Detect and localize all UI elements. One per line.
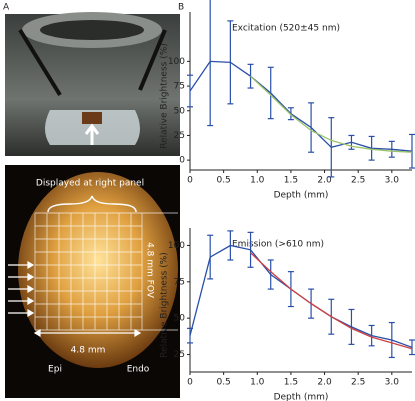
y-tick-label: 25: [174, 131, 185, 141]
panel-label: A: [3, 3, 10, 13]
error-bar: [388, 140, 395, 158]
x-tick-label: 0.5: [216, 176, 230, 186]
x-tick-label: 1.0: [250, 378, 265, 388]
error-bar: [187, 74, 193, 108]
photo-label: Epi: [48, 365, 62, 375]
y-tick-label: 25: [174, 350, 185, 360]
x-tick-label: 1.5: [284, 378, 298, 388]
error-bar: [267, 259, 274, 290]
series-line: [189, 60, 413, 152]
series-line: [250, 252, 413, 350]
error-bar: [409, 133, 415, 169]
photo-label: Displayed at right panel: [36, 179, 144, 189]
x-axis-title: Depth (mm): [274, 191, 329, 201]
series-line: [250, 75, 413, 153]
y-axis-title: Relative Brightness (%): [160, 43, 170, 149]
x-tick-label: 1.5: [284, 176, 298, 186]
panel-label: B: [178, 3, 184, 13]
y-tick-label: 0: [179, 156, 185, 166]
error-bar: [388, 321, 395, 359]
photo-label: 4.8 mm: [71, 346, 106, 356]
error-bar: [227, 20, 234, 105]
y-tick-label: 50: [174, 106, 186, 116]
x-tick-label: 2.0: [317, 176, 332, 186]
error-bar: [207, 234, 214, 280]
y-tick-label: 75: [174, 277, 185, 287]
error-bar: [409, 339, 415, 356]
error-bar: [368, 135, 375, 161]
error-bar: [187, 327, 193, 344]
photo-label: Endo: [127, 365, 150, 375]
x-tick-label: 3.0: [385, 378, 400, 388]
x-tick-label: 2.5: [351, 378, 365, 388]
error-bar: [227, 230, 234, 261]
y-tick-label: 100: [168, 57, 185, 67]
y-axis-title: Relative Brightness (%): [160, 252, 170, 358]
error-bar: [328, 117, 335, 178]
y-tick-label: 75: [174, 82, 185, 92]
y-tick-label: 100: [168, 241, 185, 251]
error-bar: [267, 66, 274, 120]
x-tick-label: 0: [187, 176, 193, 186]
error-bar: [348, 308, 355, 345]
photo-top: [5, 12, 180, 156]
error-bar: [308, 102, 315, 153]
error-bar: [207, 0, 214, 127]
x-tick-label: 3.0: [385, 176, 400, 186]
error-bar: [247, 231, 254, 268]
error-bar: [368, 324, 375, 347]
photo-bottom: Displayed at right panel 4.8 mm Epi Endo…: [5, 165, 180, 398]
x-tick-label: 0: [187, 378, 193, 388]
error-bar: [287, 107, 294, 121]
x-tick-label: 2.0: [317, 378, 332, 388]
y-tick-label: 50: [174, 314, 186, 324]
x-tick-label: 2.5: [351, 176, 365, 186]
chart-title: Excitation (520±45 nm): [232, 24, 340, 34]
photo-label: 4.8 mm FOV: [145, 242, 155, 299]
x-tick-label: 1.0: [250, 176, 265, 186]
chart-title: Emission (>610 nm): [232, 240, 324, 250]
error-bar: [348, 134, 355, 150]
x-axis-title: Depth (mm): [274, 393, 329, 401]
x-tick-label: 0.5: [216, 378, 230, 388]
